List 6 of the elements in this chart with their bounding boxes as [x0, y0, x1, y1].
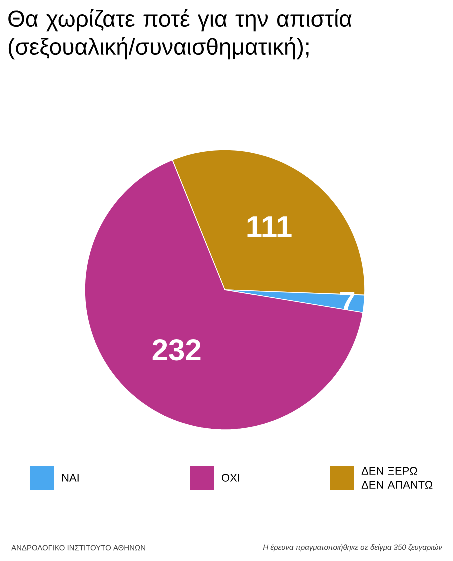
chart-title: Θα χωρίζατε ποτέ για την απιστία (σεξουαλική/συναισθηματική);	[8, 10, 352, 60]
legend-label: ΟΧΙ	[222, 474, 240, 482]
legend-label: ΝΑΙ	[62, 474, 79, 482]
data-label: 232	[152, 339, 201, 361]
legend-label: ΔΕΝ ΞΕΡΩ ΔΕΝ ΑΠΑΝΤΩ	[362, 467, 433, 489]
data-label: 111	[248, 216, 292, 238]
